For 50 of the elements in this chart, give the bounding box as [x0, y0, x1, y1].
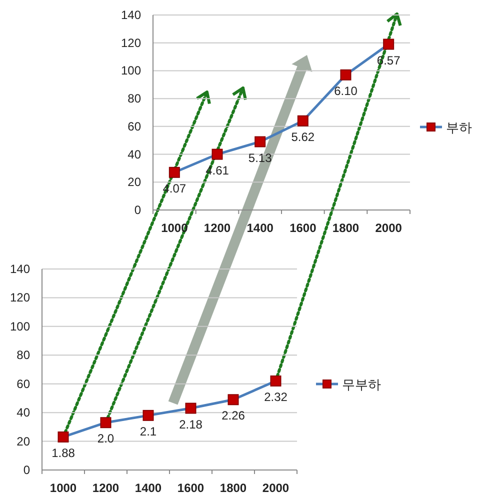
point: [270, 375, 282, 386]
point: [228, 394, 239, 406]
x-tick-label: 2000: [375, 221, 402, 235]
point: [340, 69, 352, 80]
x-tick-label: 1800: [332, 221, 360, 235]
y-tick-label: 40: [128, 147, 142, 162]
y-tick-label: 100: [10, 319, 30, 334]
y-tick-label: 140: [10, 262, 30, 276]
y-tick-label: 0: [23, 463, 30, 477]
annotation: 2.26: [222, 408, 246, 423]
annotation: 5.62: [291, 130, 315, 144]
point: [383, 38, 394, 50]
point: [254, 136, 266, 148]
point: [185, 402, 196, 414]
y-tick-label: 0: [134, 203, 142, 217]
y-tick-label: 120: [120, 36, 142, 50]
point: [58, 431, 69, 442]
y-tick-label: 20: [16, 434, 30, 448]
x-tick-label: 1600: [177, 481, 204, 495]
annotation: 2.18: [179, 417, 203, 432]
annotation: 2.1: [140, 424, 157, 438]
x-tick-label: 1000: [50, 481, 77, 495]
y-tick-label: 120: [10, 290, 30, 305]
y-tick-label: 20: [128, 175, 142, 190]
point: [168, 166, 180, 178]
point: [142, 410, 154, 421]
x-tick-label: 1200: [204, 221, 231, 235]
x-tick-label: 1200: [92, 481, 120, 495]
y-tick-label: 60: [16, 376, 30, 391]
y-tick-label: 80: [128, 92, 142, 106]
point: [212, 148, 223, 160]
x-tick-label: 1600: [290, 221, 317, 235]
y-tick-label: 80: [16, 348, 30, 362]
x-tick-label: 2000: [262, 481, 290, 495]
annotation: 2.0: [97, 432, 114, 446]
point: [297, 115, 308, 126]
x-tick-label: 1800: [220, 481, 247, 495]
y-tick-label: 140: [120, 8, 142, 22]
y-tick-label: 100: [120, 64, 142, 78]
annotation: 2.32: [264, 390, 288, 404]
y-tick-label: 40: [16, 406, 30, 420]
x-tick-label: 1400: [246, 221, 274, 235]
annotation: 6.10: [334, 84, 358, 98]
legend-label: 부하: [446, 120, 472, 135]
legend-label: 무부하: [342, 377, 381, 392]
point: [100, 417, 112, 428]
annotation: 5.13: [248, 150, 272, 165]
x-tick-label: 1400: [134, 481, 162, 495]
annotation: 1.88: [52, 446, 76, 460]
y-tick-label: 60: [128, 119, 142, 134]
